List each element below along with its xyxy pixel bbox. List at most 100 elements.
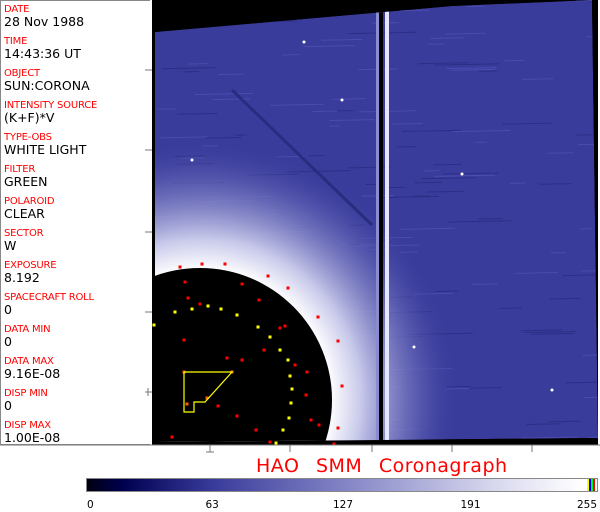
field-value: 0 [4,334,12,349]
yellow-marker [289,401,293,405]
colorbar-tick-label: 63 [205,499,219,511]
red-marker [283,324,287,328]
yellow-marker [290,387,294,391]
field-label: EXPOSURE [4,260,57,271]
red-marker [266,274,270,278]
field-time: TIME 14:43:36 UT [4,36,81,61]
image-axes [0,69,600,453]
vertex-marker [205,396,209,400]
field-label: SECTOR [4,228,44,239]
red-marker [304,393,308,397]
yellow-marker [288,374,292,378]
red-marker [240,358,244,362]
field-label: POLAROID [4,196,55,207]
yellow-marker [152,323,156,327]
red-marker [200,262,204,266]
red-marker [198,302,202,306]
colorbar-marker [587,479,589,491]
red-marker [170,435,174,439]
red-marker [305,370,309,374]
field-value: 0 [4,398,12,413]
red-marker [223,262,227,266]
plot-title: HAO SMM Coronagraph [256,455,508,477]
red-marker [340,384,344,388]
red-marker [262,348,266,352]
colorbar-marker [589,479,591,491]
field-value: GREEN [4,174,48,189]
coronagraph-image [152,0,598,445]
pylon-edge [385,5,389,442]
colorbar-tick-label: 191 [460,499,481,511]
red-marker [235,414,239,418]
yellow-marker [219,307,223,311]
red-marker [336,426,340,430]
yellow-marker [256,325,260,329]
red-marker [183,280,187,284]
colorbar-marker [593,479,595,491]
yellow-marker [173,310,177,314]
colorbar-tick-label: 255 [577,499,598,511]
field-label: SPACECRAFT ROLL [4,292,94,303]
red-marker [216,404,220,408]
field-label: DATA MIN [4,324,51,335]
field-disp-min: DISP MIN 0 [4,388,48,413]
field-label: DISP MIN [4,388,48,399]
field-sector: SECTOR W [4,228,44,253]
red-marker [336,339,340,343]
field-label: TIME [4,36,28,47]
star-point [460,172,464,176]
field-label: DISP MAX [4,420,51,431]
red-marker [286,286,290,290]
red-marker [278,326,282,330]
region-outline [183,371,234,413]
red-marker [332,442,336,445]
field-type-obs: TYPE-OBS WHITE LIGHT [4,132,86,157]
red-marker [268,440,272,444]
red-marker [240,282,244,286]
field-date: DATE 28 Nov 1988 [4,4,84,29]
field-value: 8.192 [4,270,40,285]
field-object: OBJECT SUN:CORONA [4,68,90,93]
colorbar [86,478,598,492]
red-marker [254,428,258,432]
red-marker [182,338,186,342]
field-intensity-source: INTENSITY SOURCE (K+F)*V [4,100,97,125]
shadow-streak [230,88,374,227]
field-value: SUN:CORONA [4,78,90,93]
yellow-marker [190,307,194,311]
yellow-marker [278,348,282,352]
yellow-marker [274,441,278,445]
yellow-marker [281,428,285,432]
yellow-marker [286,358,290,362]
field-value: 1.00E-08 [4,430,61,445]
field-value: (K+F)*V [4,110,55,125]
vertex-marker [185,402,189,406]
star-point [550,388,554,392]
field-value: 9.16E-08 [4,366,61,381]
field-data-min: DATA MIN 0 [4,324,51,349]
yellow-marker [287,416,291,420]
field-spacecraft-roll: SPACECRAFT ROLL 0 [4,292,94,317]
red-marker [317,423,321,427]
field-data-max: DATA MAX 9.16E-08 [4,356,60,381]
field-label: DATE [4,4,30,15]
star-point [302,40,306,44]
red-marker [309,418,313,422]
field-label: OBJECT [4,68,40,79]
star-point [340,98,344,102]
field-label: FILTER [4,164,36,175]
header-info-panel: DATE 28 Nov 1988 TIME 14:43:36 UT OBJECT SUN:… [0,0,150,445]
yellow-marker [206,304,210,308]
field-value: CLEAR [4,206,45,221]
red-marker [316,315,320,319]
field-value: 0 [4,302,12,317]
star-point [190,158,194,162]
field-filter: FILTER GREEN [4,164,48,189]
red-marker [225,356,229,360]
colorbar-marker [591,479,593,491]
star-point [412,345,416,349]
field-exposure: EXPOSURE 8.192 [4,260,57,285]
yellow-marker [235,313,239,317]
field-value: 28 Nov 1988 [4,14,85,29]
pylon-shadow [379,5,383,442]
